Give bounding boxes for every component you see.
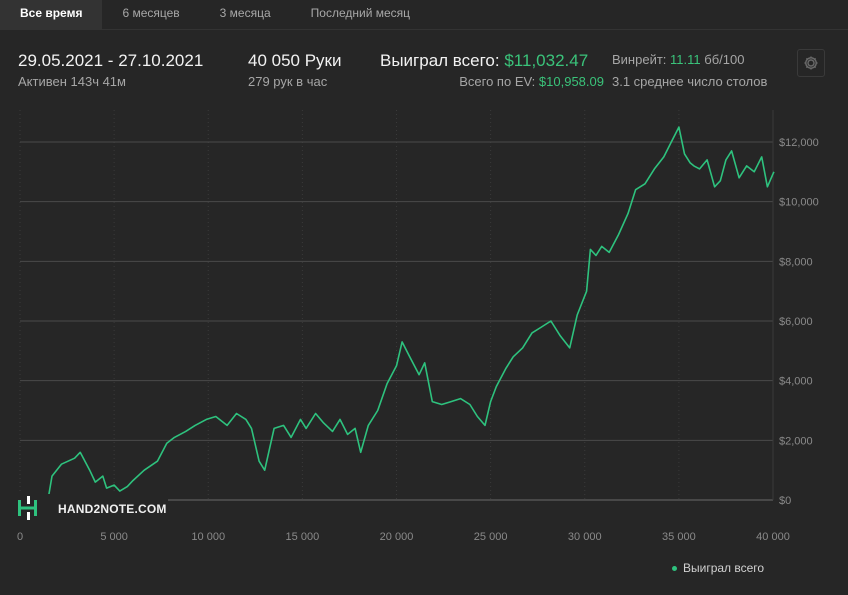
winrate-unit: бб/100 bbox=[704, 52, 745, 67]
x-tick-label: 0 bbox=[17, 531, 23, 543]
gear-icon bbox=[804, 56, 818, 70]
hands-count: 40 050 Руки bbox=[248, 51, 342, 70]
x-tick-label: 30 000 bbox=[568, 531, 602, 543]
y-tick-label: $10,000 bbox=[779, 197, 819, 209]
legend-dot bbox=[672, 566, 677, 572]
y-tick-label: $8,000 bbox=[779, 256, 813, 268]
tab-last-month[interactable]: Последний месяц bbox=[310, 6, 411, 20]
winrate-value: 11.11 bbox=[670, 52, 701, 67]
y-tick-label: $4,000 bbox=[779, 376, 813, 388]
y-tick-label: $6,000 bbox=[779, 316, 813, 328]
winrate: Винрейт: 11.11 бб/100 bbox=[612, 52, 744, 67]
x-tick-label: 15 000 bbox=[286, 531, 320, 543]
x-tick-label: 20 000 bbox=[380, 531, 414, 543]
won-total: Выиграл всего: $11,032.47 bbox=[380, 51, 588, 71]
winrate-label: Винрейт: bbox=[612, 52, 667, 67]
ev-total: Всего по EV: $10,958.09 bbox=[459, 74, 604, 89]
x-tick-label: 35 000 bbox=[662, 531, 696, 543]
tab-6-months[interactable]: 6 месяцев bbox=[122, 6, 180, 20]
x-tick-label: 5 000 bbox=[100, 531, 128, 543]
tab-3-months[interactable]: 3 месяца bbox=[219, 6, 271, 20]
x-tick-label: 25 000 bbox=[474, 531, 508, 543]
chart-legend[interactable]: Выиграл всего bbox=[672, 561, 764, 575]
tab-all-time[interactable]: Все время bbox=[0, 0, 103, 29]
won-total-value: $11,032.47 bbox=[504, 51, 589, 70]
y-tick-label: $12,000 bbox=[779, 137, 819, 149]
active-time: Активен 143ч 41м bbox=[18, 74, 126, 89]
y-tick-label: $0 bbox=[779, 495, 791, 507]
hand2note-logo: HAND2NOTE.COM bbox=[18, 494, 168, 522]
h2n-logo-icon bbox=[18, 496, 37, 520]
hands-per-hour: 279 рук в час bbox=[248, 74, 328, 89]
x-tick-label: 40 000 bbox=[756, 531, 790, 543]
won-total-label: Выиграл всего: bbox=[380, 51, 500, 70]
ev-total-label: Всего по EV: bbox=[459, 74, 536, 89]
ev-total-value: $10,958.09 bbox=[538, 74, 604, 89]
x-tick-label: 10 000 bbox=[191, 531, 225, 543]
series-line-won-total bbox=[19, 126, 775, 506]
y-tick-label: $2,000 bbox=[779, 435, 813, 447]
legend-label: Выиграл всего bbox=[683, 561, 765, 575]
settings-button[interactable] bbox=[797, 49, 825, 77]
period-tabs: Все время 6 месяцев 3 месяца Последний м… bbox=[0, 0, 848, 30]
avg-tables: 3.1 среднее число столов bbox=[612, 74, 768, 89]
date-range: 29.05.2021 - 27.10.2021 bbox=[18, 51, 204, 70]
logo-text: HAND2NOTE.COM bbox=[58, 502, 167, 516]
